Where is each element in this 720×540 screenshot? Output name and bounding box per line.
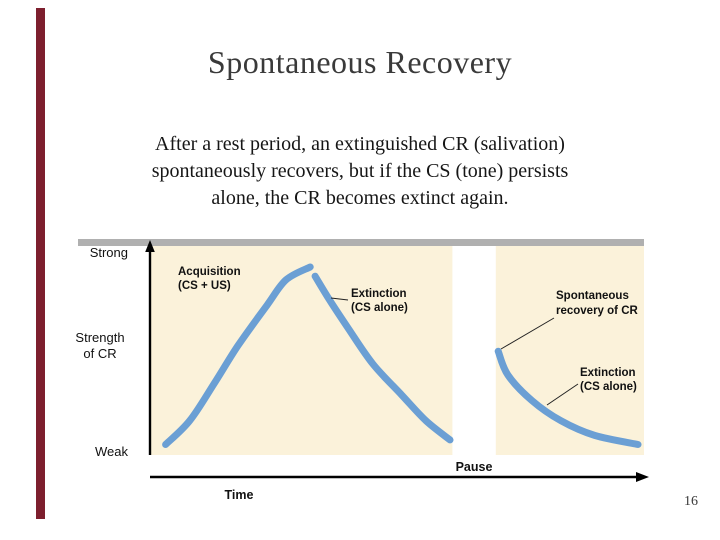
body-line: alone, the CR becomes extinct again. — [211, 187, 509, 209]
page-title: Spontaneous Recovery — [207, 44, 513, 80]
strong-label: Strong — [90, 245, 128, 260]
accent-bar — [36, 8, 45, 519]
weak-label: Weak — [95, 444, 128, 459]
spontaneous-annotation: recovery of CR — [556, 305, 639, 317]
y-axis-label: Strength — [75, 330, 124, 345]
y-axis-arrow-icon — [145, 240, 155, 252]
figure-top-bar — [78, 239, 644, 246]
x-axis-arrow-icon — [636, 472, 649, 482]
extinction2-callout-line — [546, 383, 579, 406]
body-line: After a rest period, an extinguished CR … — [155, 133, 565, 155]
pause-label: Pause — [456, 460, 493, 474]
extinction-callout-line — [330, 297, 349, 301]
extinction-annotation: Extinction — [351, 288, 407, 300]
time-label: Time — [225, 488, 254, 502]
body-text: After a rest period, an extinguished CR … — [78, 131, 642, 212]
page-number: 16 — [684, 494, 698, 509]
spontaneous-recovery-curve — [494, 347, 642, 448]
pause-band — [452, 246, 496, 455]
acquisition-annotation: (CS + US) — [178, 280, 231, 292]
extinction2-annotation: Extinction — [580, 367, 636, 379]
body-line: spontaneously recovers, but if the CS (t… — [151, 160, 569, 182]
extinction-annotation: (CS alone) — [351, 302, 408, 314]
y-axis-label: of CR — [83, 346, 116, 361]
extinction-curve — [311, 272, 454, 444]
spontaneous-annotation: Spontaneous — [556, 290, 629, 302]
acquisition-annotation: Acquisition — [178, 266, 241, 278]
spontaneous-callout-line — [500, 317, 555, 350]
conditioning-chart: Strong Weak Strength of CR Time Pause Ac… — [75, 239, 649, 502]
acquisition-curve — [162, 263, 314, 448]
extinction2-annotation: (CS alone) — [580, 381, 637, 393]
